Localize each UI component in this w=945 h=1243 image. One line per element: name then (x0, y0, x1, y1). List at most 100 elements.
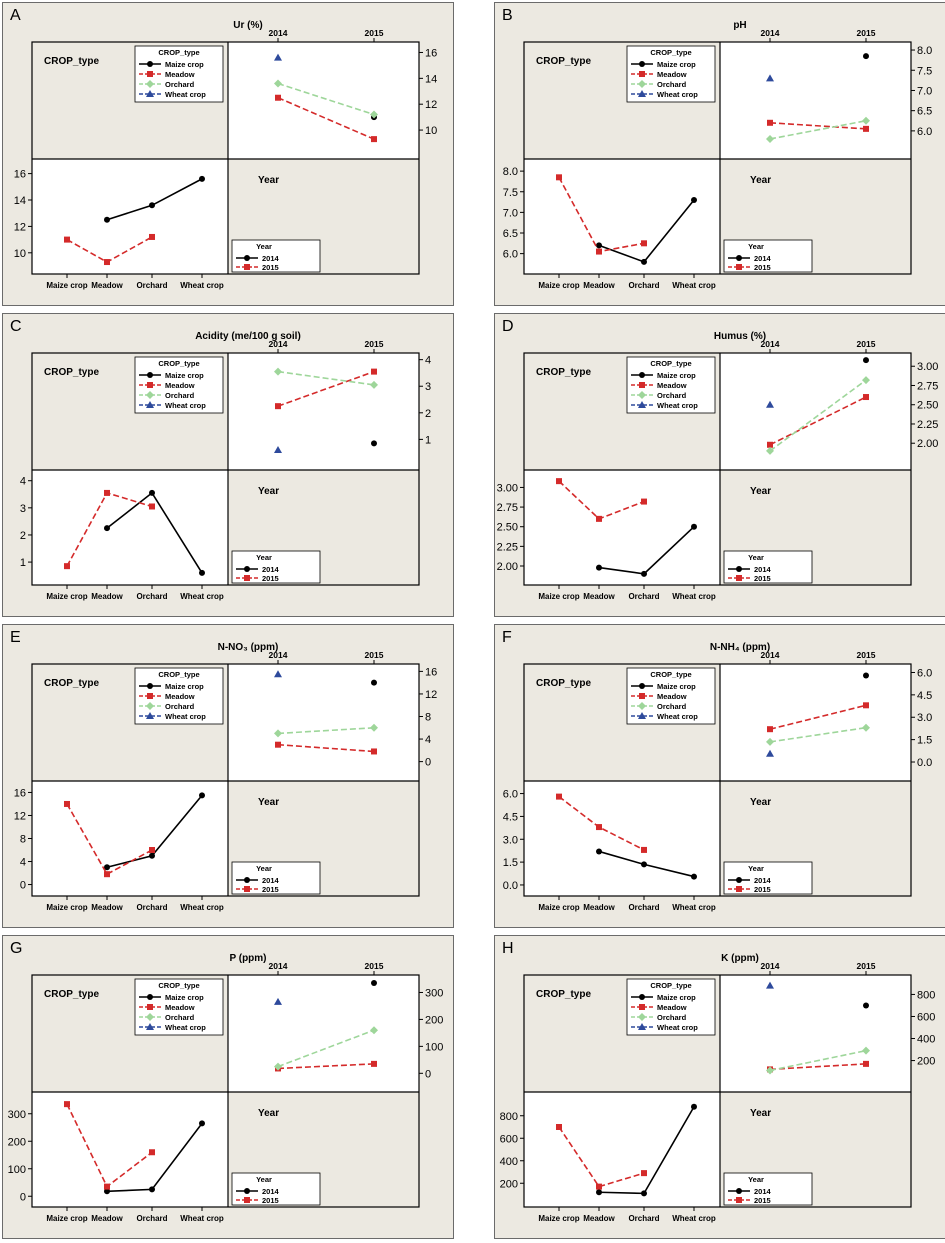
year-tick-label: 2014 (269, 339, 288, 349)
crop-point (104, 1183, 110, 1190)
year-legend-marker (736, 886, 742, 892)
year-series-line-1 (769, 1063, 867, 1071)
crop-tick-label: Meadow (91, 903, 123, 912)
year-tick-label: 2014 (761, 339, 780, 349)
left-y-tick-label: 100 (8, 1164, 26, 1176)
year-series-line-2 (769, 726, 867, 743)
crop-legend-label: Orchard (657, 80, 687, 89)
year-plot-area (228, 975, 419, 1092)
crop-tick-label: Meadow (583, 1214, 615, 1223)
crop-legend-marker (147, 1004, 153, 1010)
right-y-tick-label: 200 (425, 1014, 443, 1026)
crop-legend-marker (147, 382, 153, 388)
year-point (371, 679, 377, 686)
right-y-tick-label: 2.50 (917, 400, 938, 412)
left-y-tick-label: 2.75 (497, 502, 518, 514)
crop-legend-label: Meadow (657, 692, 687, 701)
crop-point (104, 871, 110, 878)
crop-point (691, 197, 697, 203)
right-y-tick-label: 600 (917, 1011, 935, 1023)
crop-type-label: CROP_type (44, 56, 99, 67)
crop-legend-label: Meadow (165, 70, 195, 79)
crop-point (104, 489, 110, 496)
right-y-tick-label: 12 (425, 99, 437, 111)
year-tick-label: 2015 (857, 339, 876, 349)
crop-legend-marker (146, 712, 154, 719)
year-legend-title: Year (748, 242, 764, 251)
left-y-tick-label: 800 (500, 1111, 518, 1123)
year-legend-label: 2014 (754, 565, 772, 574)
left-y-tick-label: 2.50 (497, 522, 518, 534)
year-point (371, 1060, 377, 1067)
year-label: Year (750, 797, 771, 808)
crop-point (556, 1124, 562, 1130)
year-legend-marker (736, 264, 742, 270)
crop-legend-marker (147, 994, 153, 1000)
right-y-tick-label: 1 (425, 434, 431, 446)
year-plot-area (720, 975, 911, 1092)
year-point (370, 380, 378, 389)
crop-legend-title: CROP_type (650, 981, 691, 990)
crop-tick-label: Meadow (91, 281, 123, 290)
chart-title: Acidity (me/100 g soil) (195, 331, 301, 342)
right-y-tick-label: 1.5 (917, 735, 932, 747)
crop-point (149, 1186, 155, 1193)
year-point (371, 440, 377, 447)
right-y-tick-label: 4 (425, 734, 431, 746)
crop-plot-area (524, 159, 720, 274)
crop-plot-area (524, 1092, 720, 1207)
panel-letter: B (502, 7, 513, 24)
crop-legend-label: Wheat crop (165, 712, 206, 721)
year-tick-label: 2014 (761, 650, 780, 660)
year-legend-label: 2014 (262, 254, 280, 263)
crop-legend-marker (147, 372, 153, 378)
left-y-tick-label: 4 (20, 857, 26, 869)
panel-letter: D (502, 318, 514, 335)
crop-legend-marker (146, 702, 154, 710)
right-y-tick-label: 4 (425, 355, 431, 367)
crop-point (149, 847, 155, 854)
crop-point (556, 793, 562, 800)
year-point (767, 119, 773, 126)
year-point (274, 729, 282, 738)
year-tick-label: 2015 (857, 28, 876, 38)
left-y-tick-label: 0 (20, 880, 26, 892)
crop-legend-label: Meadow (165, 1003, 195, 1012)
year-legend-marker (736, 255, 742, 261)
year-point (862, 723, 870, 732)
year-series-line-2 (277, 370, 375, 386)
right-y-tick-label: 7.0 (917, 85, 932, 97)
crop-legend-label: Maize crop (657, 371, 696, 380)
left-y-tick-label: 2 (20, 530, 26, 542)
crop-legend-marker (639, 994, 645, 1000)
crop-legend-title: CROP_type (650, 359, 691, 368)
crop-legend-title: CROP_type (650, 48, 691, 57)
crop-tick-label: Wheat crop (672, 1214, 716, 1223)
crop-legend-label: Orchard (165, 1013, 195, 1022)
crop-series-line-1 (558, 1126, 645, 1188)
crop-legend-marker (639, 61, 645, 67)
left-y-tick-label: 7.0 (503, 207, 518, 219)
year-legend-title: Year (256, 242, 272, 251)
year-series-line-1 (769, 704, 867, 730)
year-legend-marker (244, 1188, 250, 1194)
right-y-tick-label: 8.0 (917, 45, 932, 57)
left-y-tick-label: 6.5 (503, 228, 518, 240)
year-point (766, 981, 774, 989)
crop-point (691, 873, 697, 880)
crop-legend-marker (638, 712, 646, 719)
crop-legend-marker (147, 71, 153, 77)
crop-type-label: CROP_type (536, 989, 591, 1000)
year-legend-label: 2014 (754, 1187, 772, 1196)
year-legend-title: Year (256, 1175, 272, 1184)
right-y-tick-label: 0 (425, 1068, 431, 1080)
crop-legend-marker (146, 90, 154, 97)
crop-legend-marker (638, 90, 646, 97)
crop-type-label: CROP_type (44, 367, 99, 378)
year-tick-label: 2014 (269, 650, 288, 660)
year-series-line-1 (277, 370, 375, 407)
crop-point (691, 523, 697, 530)
